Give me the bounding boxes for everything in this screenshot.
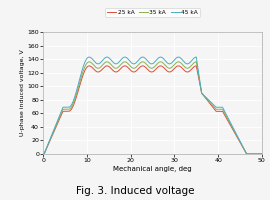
25 kA (256, 153, 259, 155)
25 kA (232, 131, 236, 133)
45 kA (66, 106, 70, 108)
25 kA (87, 65, 91, 67)
Y-axis label: U-phase induced voltage, V: U-phase induced voltage, V (19, 50, 25, 136)
45 kA (260, 153, 264, 155)
Legend: 25 kA, 35 kA, 45 kA: 25 kA, 35 kA, 45 kA (105, 8, 200, 17)
35 kA (232, 130, 236, 132)
35 kA (126, 62, 129, 64)
45 kA (232, 129, 236, 131)
35 kA (256, 153, 259, 155)
45 kA (256, 153, 259, 155)
Line: 25 kA: 25 kA (43, 66, 262, 154)
45 kA (126, 57, 129, 59)
35 kA (42, 153, 45, 155)
25 kA (260, 153, 264, 155)
25 kA (66, 110, 70, 112)
45 kA (42, 153, 45, 155)
X-axis label: Mechanical angle, deg: Mechanical angle, deg (113, 166, 192, 172)
45 kA (79, 72, 83, 75)
25 kA (135, 69, 138, 72)
Line: 35 kA: 35 kA (43, 62, 262, 154)
35 kA (66, 108, 70, 110)
25 kA (126, 66, 129, 68)
Text: Fig. 3. Induced voltage: Fig. 3. Induced voltage (76, 186, 194, 196)
35 kA (79, 76, 83, 79)
35 kA (260, 153, 264, 155)
25 kA (79, 80, 83, 82)
45 kA (87, 56, 91, 58)
25 kA (42, 153, 45, 155)
Line: 45 kA: 45 kA (43, 57, 262, 154)
35 kA (135, 66, 138, 68)
45 kA (135, 61, 138, 64)
35 kA (87, 61, 91, 63)
